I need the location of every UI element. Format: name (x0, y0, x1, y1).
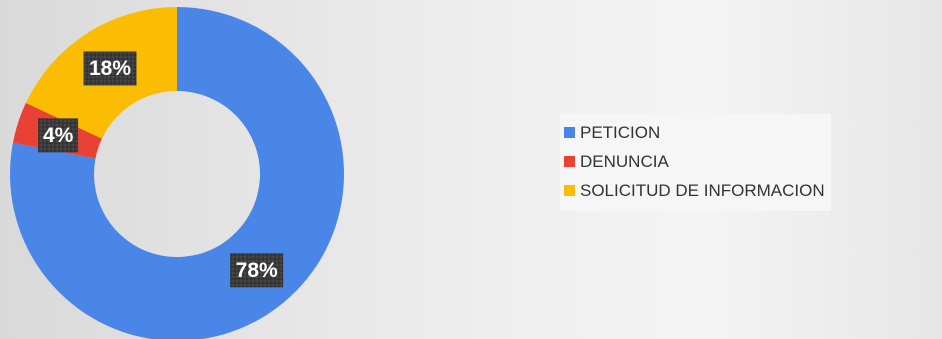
legend-item-denuncia: DENUNCIA (564, 147, 825, 176)
legend-swatch-peticion (564, 127, 575, 138)
data-label-text-denuncia: 4% (43, 124, 74, 147)
data-label-text-solicitud: 18% (89, 57, 131, 80)
data-labels: 78% 4% 18% (38, 51, 284, 288)
data-label-denuncia: 4% (38, 118, 79, 153)
data-label-box-denuncia (38, 118, 79, 153)
data-label-box-solicitud (83, 51, 137, 86)
legend-item-solicitud: SOLICITUD DE INFORMACION (564, 176, 825, 205)
legend-label-denuncia: DENUNCIA (580, 151, 669, 171)
legend-label-solicitud: SOLICITUD DE INFORMACION (580, 180, 825, 200)
data-label-peticion: 78% (230, 253, 284, 288)
data-label-text-peticion: 78% (236, 259, 278, 282)
donut-slices (10, 7, 344, 339)
legend-swatch-solicitud (564, 185, 575, 196)
legend-swatch-denuncia (564, 156, 575, 167)
legend-label-peticion: PETICION (580, 122, 661, 142)
legend-item-peticion: PETICION (564, 118, 825, 147)
data-label-box-peticion (230, 253, 284, 288)
data-label-solicitud: 18% (83, 51, 137, 86)
chart-legend: PETICION DENUNCIA SOLICITUD DE INFORMACI… (560, 114, 831, 211)
